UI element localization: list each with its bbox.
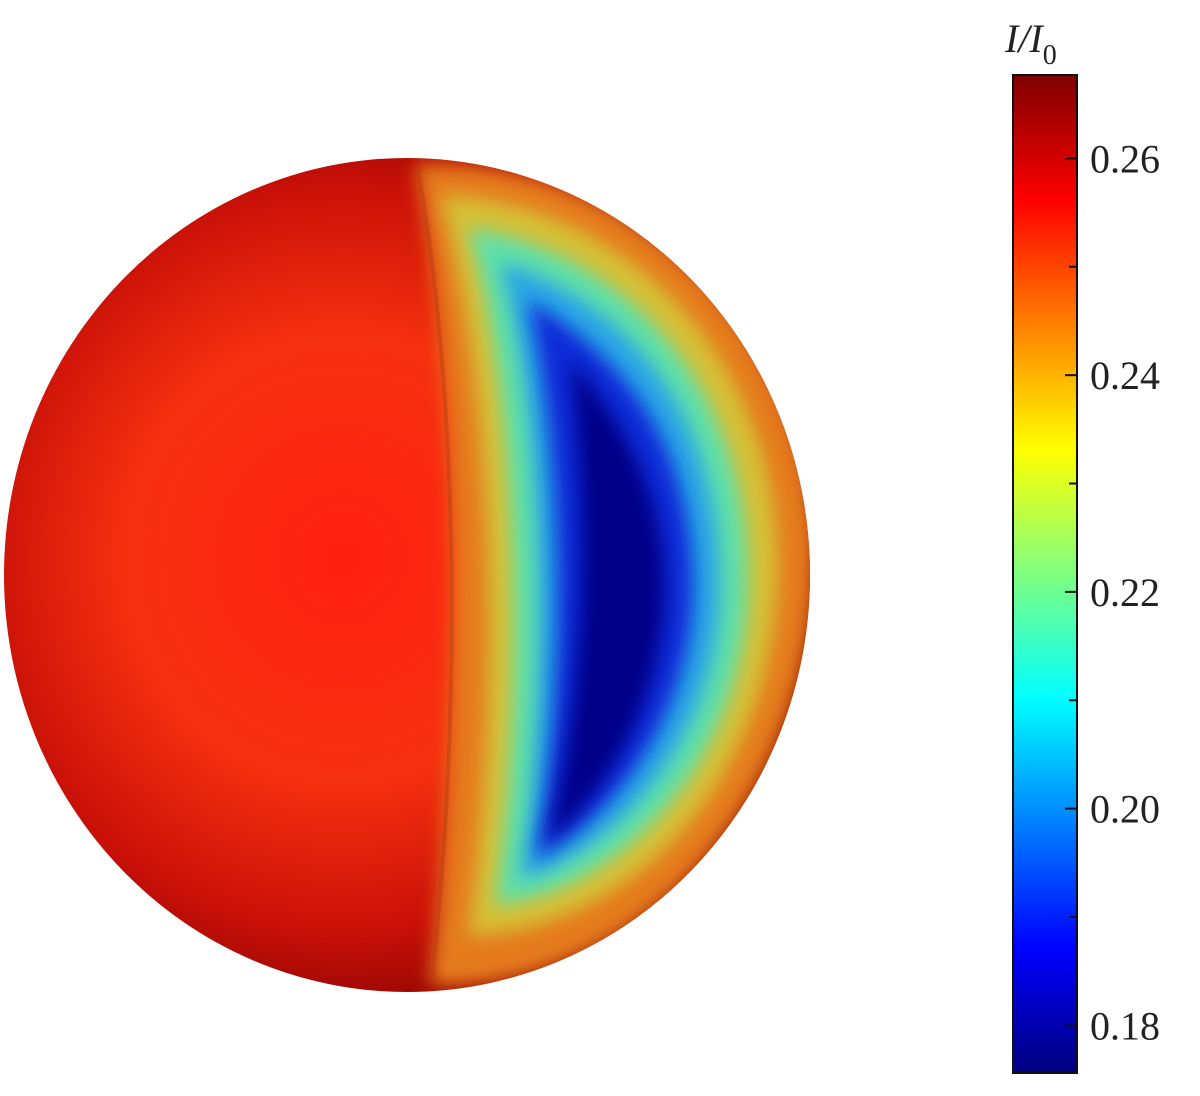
tick-label: 0.22 bbox=[1090, 570, 1160, 615]
dark-crescent bbox=[415, 164, 810, 986]
tick-label: 0.20 bbox=[1090, 787, 1160, 832]
colorbar: 0.26 0.24 0.22 0.20 0.18 I/I0 bbox=[1004, 16, 1160, 1074]
colorbar-title: I/I0 bbox=[1004, 16, 1057, 71]
tick-label: 0.24 bbox=[1090, 353, 1160, 398]
tick-label: 0.18 bbox=[1090, 1003, 1160, 1048]
band-darkblue bbox=[548, 360, 665, 840]
colorbar-label-subscript: 0 bbox=[1043, 40, 1057, 71]
colorbar-gradient bbox=[1012, 74, 1078, 1074]
sphere-surface bbox=[4, 158, 810, 992]
tick-label: 0.26 bbox=[1090, 136, 1160, 181]
colorbar-label: I/I bbox=[1004, 16, 1044, 61]
colorbar-ticks: 0.26 0.24 0.22 0.20 0.18 bbox=[1065, 136, 1160, 1048]
meridian-edge bbox=[416, 169, 454, 981]
